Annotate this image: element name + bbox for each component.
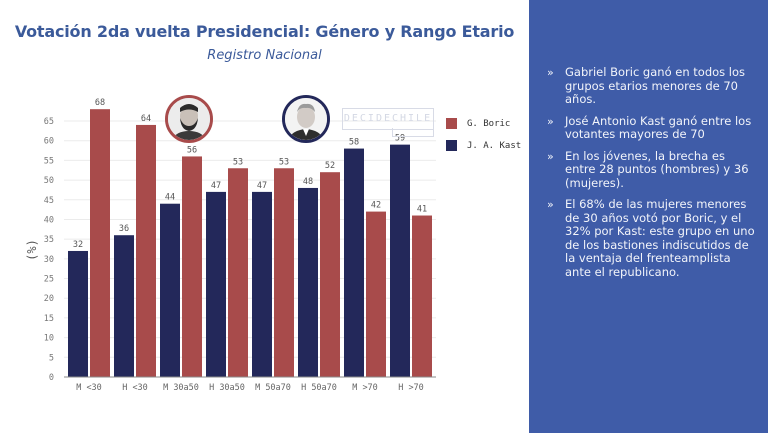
y-tick-label: 5	[49, 353, 54, 363]
watermark-text: DECIDECHILE	[343, 113, 433, 124]
insight-text: En los jóvenes, la brecha es entre 28 pu…	[565, 148, 749, 190]
x-axis-ticks: M <30 H <30 M 30a50 H 30a50 M 50a70 H 50a70 M …	[76, 383, 424, 393]
bar-kast	[252, 191, 272, 377]
x-tick-label: M 50a70	[255, 383, 291, 393]
legend-item-boric: G. Boric	[446, 118, 521, 129]
bullet-chevron-icon: »	[547, 114, 554, 128]
bar-kast	[298, 187, 318, 377]
legend-swatch-boric	[446, 118, 457, 129]
bar-kast	[68, 250, 88, 377]
insight-item: » El 68% de las mujeres menores de 30 año…	[547, 197, 757, 279]
y-tick-label: 10	[44, 334, 54, 344]
x-tick-label: H 50a70	[301, 383, 337, 393]
chart-panel: Votación 2da vuelta Presidencial: Género…	[14, 22, 522, 393]
bar-boric	[366, 211, 386, 377]
data-label: 56	[187, 145, 197, 155]
insight-text: El 68% de las mujeres menores de 30 años…	[565, 197, 755, 279]
data-label: 53	[233, 157, 243, 167]
y-tick-label: 45	[44, 196, 54, 206]
x-tick-label: M >70	[352, 383, 378, 393]
x-tick-label: H 30a50	[209, 383, 245, 393]
bar-boric	[136, 124, 156, 377]
bar-boric	[228, 168, 248, 377]
bullet-chevron-icon: »	[547, 198, 554, 211]
watermark-subbox	[392, 128, 434, 137]
data-label: 47	[211, 181, 221, 191]
y-tick-label: 60	[44, 137, 54, 147]
bar-kast	[206, 191, 226, 377]
data-label: 36	[119, 224, 129, 234]
y-tick-label: 30	[44, 255, 54, 265]
data-label: 58	[349, 138, 359, 148]
data-label: 42	[371, 201, 381, 211]
kast-portrait-icon	[282, 95, 330, 143]
bar-boric	[182, 156, 202, 377]
data-label: 41	[417, 205, 427, 215]
decidechile-watermark: DECIDECHILE	[342, 108, 434, 130]
insight-text: Gabriel Boric ganó en todos los grupos e…	[565, 65, 746, 106]
bullet-chevron-icon: »	[547, 149, 554, 163]
data-label: 59	[395, 134, 405, 144]
insights-panel: » Gabriel Boric ganó en todos los grupos …	[529, 0, 768, 433]
y-tick-label: 35	[44, 235, 54, 245]
bar-boric	[274, 168, 294, 377]
y-tick-label: 50	[44, 176, 54, 186]
legend-swatch-kast	[446, 140, 457, 151]
data-label: 53	[279, 157, 289, 167]
insight-item: » Gabriel Boric ganó en todos los grupos …	[547, 65, 757, 107]
boric-portrait-icon	[165, 95, 213, 143]
chart-subtitle: Registro Nacional	[207, 48, 322, 63]
x-tick-label: H >70	[398, 383, 424, 393]
legend-label-boric: G. Boric	[467, 118, 511, 129]
bullet-chevron-icon: »	[547, 66, 554, 79]
chart-legend: G. Boric J. A. Kast	[446, 118, 521, 162]
y-tick-label: 55	[44, 156, 54, 166]
legend-item-kast: J. A. Kast	[446, 140, 521, 151]
x-tick-label: H <30	[122, 383, 148, 393]
insight-item: » En los jóvenes, la brecha es entre 28 p…	[547, 148, 757, 191]
data-label: 47	[257, 181, 267, 191]
bar-kast	[114, 235, 134, 377]
x-tick-label: M <30	[76, 383, 102, 393]
bar-kast	[160, 203, 180, 377]
bars	[68, 109, 432, 377]
y-tick-label: 65	[44, 117, 54, 127]
y-axis-label: (%)	[25, 239, 39, 261]
y-axis-ticks: 0 5 10 15 20 25 30 35 40 45 50 55 60 65	[44, 117, 54, 383]
y-tick-label: 40	[44, 215, 54, 225]
bar-kast	[390, 144, 410, 377]
data-label: 64	[141, 114, 151, 124]
chart-title: Votación 2da vuelta Presidencial: Género…	[14, 22, 515, 41]
legend-label-kast: J. A. Kast	[467, 140, 522, 151]
data-label: 52	[325, 161, 335, 171]
data-label: 68	[95, 98, 105, 108]
y-tick-label: 25	[44, 275, 54, 285]
bar-boric	[412, 215, 432, 377]
y-tick-label: 0	[49, 373, 54, 383]
bar-kast	[344, 148, 364, 377]
data-label: 44	[165, 193, 175, 203]
bar-boric	[320, 172, 340, 377]
data-label: 32	[73, 240, 83, 250]
insights-list: » Gabriel Boric ganó en todos los grupos …	[547, 65, 757, 287]
y-tick-label: 20	[44, 294, 54, 304]
data-labels: 32 68 36 64 44 56 47 53 47 53 48 52 58 42 59 41	[73, 98, 427, 250]
y-tick-label: 15	[44, 314, 54, 324]
x-tick-label: M 30a50	[163, 383, 199, 393]
data-label: 48	[303, 177, 313, 187]
bar-chart: 0 5 10 15 20 25 30 35 40 45 50 55 60 65 32 68 36 64 44 56 4…	[25, 98, 436, 393]
bar-boric	[90, 109, 110, 377]
insight-item: » José Antonio Kast ganó entre los votant…	[547, 113, 757, 142]
insight-text: José Antonio Kast ganó entre los votante…	[565, 113, 752, 141]
